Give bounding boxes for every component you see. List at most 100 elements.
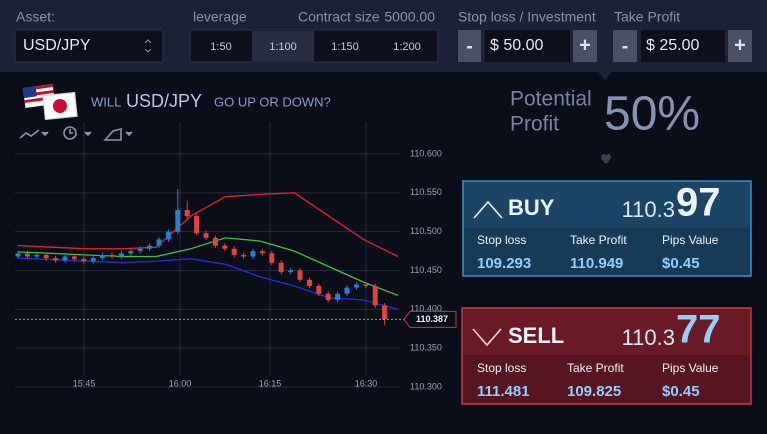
x-tick-label: 16:00 [169,378,192,388]
buy-title: BUY [508,195,555,220]
leverage-options: 1:50 1:100 1:150 1:200 [210,41,420,53]
buy-info-value: 110.949 [570,255,623,272]
take-profit-plus[interactable] [728,30,752,62]
candle-body [118,253,124,257]
candle-body [137,248,143,252]
stop-loss-input[interactable] [485,30,570,62]
leverage-label: leverage [193,9,247,25]
stop-loss-minus[interactable] [458,30,481,62]
asset-label: Asset: [16,9,55,25]
leverage-option[interactable]: 1:100 [269,41,297,53]
select-arrows [144,39,152,53]
chart-tools[interactable] [19,126,133,141]
question-suffix: GO UP OR DOWN? [214,94,331,109]
sell-panel[interactable] [461,307,752,405]
candle-body [62,256,68,261]
candle-body [297,270,303,280]
asset-value: USD/JPY [23,37,91,54]
potential-value: 50% [604,88,700,141]
current-price-label: 110.387 [416,314,448,324]
take-profit-label: Take Profit [614,9,680,25]
candle-body [203,233,209,238]
candle-body [241,254,247,257]
candle-body [165,231,171,240]
buy-info-label: Pips Value [662,233,719,247]
candle-body [325,293,331,301]
take-profit-input[interactable] [641,30,725,62]
price-chart: 110.600110.550110.500110.450110.400110.3… [15,122,457,391]
candle-body [128,251,134,254]
contract-value: 5000.00 [384,9,435,25]
candle-body [288,270,294,273]
current-price-tag [403,310,457,328]
y-tick-label: 110.300 [410,381,442,391]
take-profit-minus[interactable] [613,30,637,62]
buy-price-big: 97 [676,181,721,225]
candle-body [147,245,153,249]
potential-line2: Profit [510,113,559,136]
buy-price-main: 110.3 [622,197,675,222]
candle-body [372,286,378,306]
candle-body [90,258,96,262]
asset-select[interactable] [14,29,164,63]
candle-body [81,258,87,262]
candle-body [184,209,190,217]
heart-icon[interactable] [601,154,611,164]
flags [22,84,78,121]
sell-info-label: Pips Value [662,361,719,375]
band-line [17,237,399,297]
take-profit-value: $ 25.00 [646,37,699,54]
x-tick-label: 16:30 [355,378,378,388]
candle-body [278,262,284,273]
y-tick-label: 110.450 [410,265,442,275]
sell-info-value: 109.825 [567,383,621,400]
stop-loss-label: Stop loss / Investment [458,9,596,25]
leverage-option[interactable]: 1:200 [393,41,421,53]
leverage-option[interactable]: 1:150 [331,41,359,53]
candle-body [231,248,237,255]
buy-info-label: Stop loss [477,233,526,247]
stop-loss-value: $ 50.00 [490,37,543,54]
minus-label: - [622,35,629,57]
candle-body [156,239,162,246]
buy-panel[interactable] [462,180,752,277]
candle-body [316,286,322,294]
candle-body [306,279,312,287]
candle-body [15,253,21,257]
buy-info-value: 109.293 [477,255,531,272]
candle-body [353,284,359,288]
candle-body [269,253,275,263]
sell-info-value: 111.481 [477,383,530,400]
candle-body [259,251,265,254]
leverage-selected [252,31,314,61]
y-tick-label: 110.550 [410,187,442,197]
leverage-option[interactable]: 1:50 [210,41,231,53]
sell-info-label: Stop loss [477,361,526,375]
y-tick-label: 110.500 [410,226,442,236]
buy-info-value: $0.45 [662,255,700,272]
sell-info-value: $0.45 [662,383,700,400]
sell-info-label: Take Profit [567,361,624,375]
candle-body [24,253,30,257]
x-tick-label: 15:45 [73,378,96,388]
plus-label: + [579,34,591,56]
candle-body [194,216,200,234]
candle-body [212,237,218,246]
y-tick-label: 110.350 [410,343,442,353]
question-asset: USD/JPY [126,91,202,111]
sell-title: SELL [508,323,564,348]
candle-body [43,254,49,259]
candle-body [335,293,341,301]
candle-body [222,245,228,249]
candle-body [34,254,40,257]
stop-loss-plus[interactable] [573,30,597,62]
y-tick-label: 110.400 [410,304,442,314]
contract-label: Contract size [298,9,380,25]
potential-line1: Potential [510,88,592,111]
plus-label: + [734,34,746,56]
buy-info-label: Take Profit [570,233,627,247]
sell-price-big: 77 [676,308,721,352]
candle-body [71,256,77,259]
candle-body [363,284,369,287]
